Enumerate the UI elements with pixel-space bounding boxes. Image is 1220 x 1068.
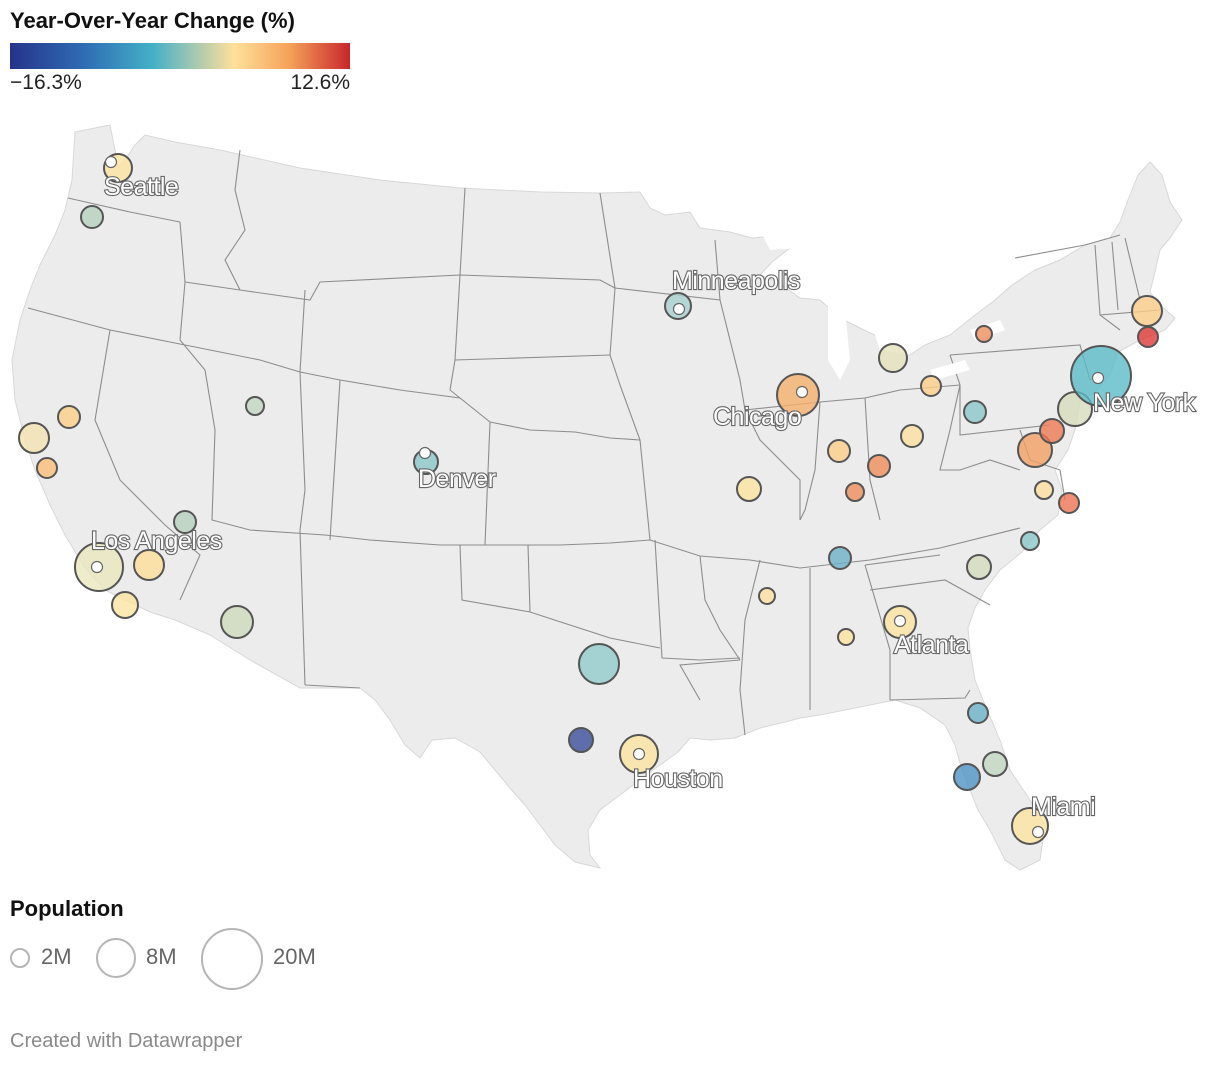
marker-chicago [795,385,809,399]
bubble-tampa[interactable] [953,763,981,791]
bubble-las-vegas[interactable] [173,510,197,534]
color-legend-labels: −16.3% 12.6% [10,69,350,95]
marker-houston [632,747,646,761]
bubble-cincinnati[interactable] [867,454,891,478]
bubble-boston[interactable] [1131,295,1163,327]
bubble-indianapolis[interactable] [827,439,851,463]
size-legend: Population 2M 8M 20M [10,896,316,990]
bubble-virginia-beach[interactable] [1058,492,1080,514]
bubble-memphis[interactable] [758,587,776,605]
label-new-york: New York [1093,389,1196,417]
bubble-charlotte[interactable] [966,554,992,580]
bubble-nashville[interactable] [828,546,852,570]
marker-los-angeles [90,560,104,574]
color-legend-min: −16.3% [10,71,82,94]
size-bubble-20m [201,928,263,990]
bubble-san-francisco[interactable] [18,422,50,454]
bubble-jacksonville[interactable] [967,702,989,724]
size-label-20m: 20M [273,944,316,969]
color-legend-title: Year-Over-Year Change (%) [10,8,295,33]
size-legend-row: 2M 8M 20M [10,926,350,996]
size-legend-title: Population [10,896,124,921]
label-denver: Denver [418,465,496,493]
label-atlanta: Atlanta [894,631,969,659]
color-gradient-bar [10,43,350,69]
bubble-birmingham[interactable] [837,628,855,646]
bubble-salt-lake-city[interactable] [245,396,265,416]
city-bubbles [18,153,1163,845]
size-bubble-8m [96,938,136,978]
bubble-riverside[interactable] [133,549,165,581]
bubble-orlando[interactable] [982,751,1008,777]
color-legend: Year-Over-Year Change (%) −16.3% 12.6% [10,8,355,95]
city-labels: Seattle Minneapolis Chicago New York Den… [90,172,1197,822]
bubble-richmond[interactable] [1034,480,1054,500]
bubble-st-louis[interactable] [736,476,762,502]
label-houston: Houston [633,765,723,793]
bubble-phoenix[interactable] [220,605,254,639]
label-chicago: Chicago [713,403,801,431]
label-minneapolis: Minneapolis [672,267,800,295]
marker-atlanta [893,614,907,628]
bubble-tacoma[interactable] [80,205,104,229]
bubble-dallas[interactable] [578,643,620,685]
bubble-providence[interactable] [1137,326,1159,348]
datawrapper-credit[interactable]: Created with Datawrapper [10,1030,243,1052]
bubble-baltimore[interactable] [1039,418,1065,444]
label-los-angeles: Los Angeles [91,527,222,555]
bubble-sacramento[interactable] [57,405,81,429]
marker-minneapolis [672,302,686,316]
marker-new-york [1091,371,1105,385]
size-label-2m: 2M [41,944,72,969]
size-bubble-2m [10,948,30,968]
bubble-milwaukee[interactable] [878,343,908,373]
label-miami: Miami [1031,793,1095,821]
label-seattle: Seattle [104,173,178,201]
marker-denver [418,446,432,460]
bubble-san-diego[interactable] [111,591,139,619]
bubble-san-jose[interactable] [36,457,58,479]
bubble-pittsburgh[interactable] [963,400,987,424]
bubble-raleigh[interactable] [1020,531,1040,551]
bubble-louisville[interactable] [845,482,865,502]
marker-seattle [104,155,118,169]
color-legend-max: 12.6% [290,71,350,94]
state-borders [27,149,1161,736]
bubble-washington[interactable] [1017,432,1053,468]
bubble-cleveland[interactable] [920,375,942,397]
bubble-columbus[interactable] [900,424,924,448]
size-label-8m: 8M [146,944,177,969]
marker-miami [1031,825,1045,839]
label-markers [90,155,1105,839]
bubble-san-antonio[interactable] [568,727,594,753]
bubble-detroit-area[interactable] [975,325,993,343]
